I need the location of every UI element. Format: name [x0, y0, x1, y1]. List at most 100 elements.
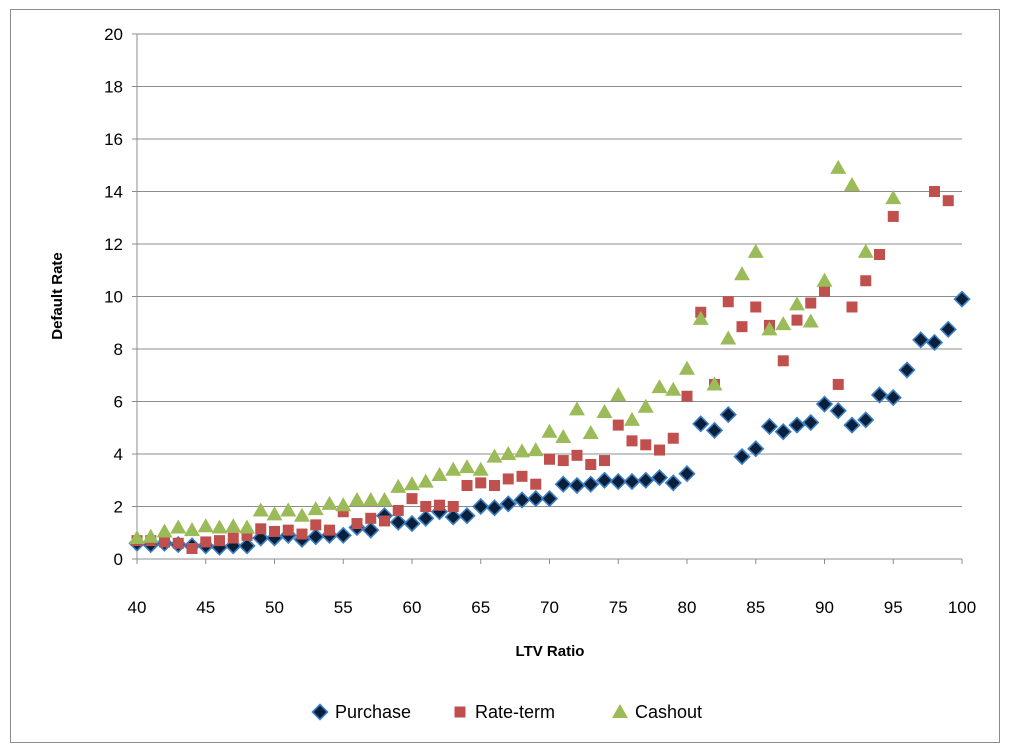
rate-term-point — [269, 525, 280, 537]
cashout-point — [651, 379, 668, 394]
purchase-point — [307, 528, 325, 546]
purchase-point — [527, 489, 545, 508]
x-tick-label: 70 — [540, 598, 559, 617]
purchase-point — [664, 474, 682, 492]
rate-term-point — [640, 439, 652, 451]
cashout-point — [692, 310, 709, 325]
purchase-point — [417, 509, 435, 527]
purchase-point — [843, 416, 861, 434]
cashout-point — [582, 425, 599, 439]
rate-term-point — [324, 524, 335, 536]
y-tick-label: 10 — [104, 288, 123, 307]
cashout-point — [775, 316, 792, 331]
x-tick-label: 50 — [265, 598, 284, 617]
rate-term-point — [791, 314, 803, 326]
purchase-legend-marker — [311, 703, 329, 721]
cashout-point — [239, 519, 255, 534]
y-tick-label: 0 — [114, 550, 123, 569]
rate-term-point — [832, 378, 844, 390]
cashout-point — [527, 442, 544, 457]
cashout-point — [541, 423, 558, 438]
rate-term-point — [557, 455, 569, 467]
cashout-point — [142, 528, 159, 543]
y-tick-label: 6 — [114, 393, 123, 412]
cashout-point — [431, 467, 448, 481]
rate-term-point — [351, 518, 363, 530]
purchase-point — [788, 416, 806, 434]
purchase-point — [623, 472, 641, 491]
rate-term-point — [667, 432, 679, 444]
cashout-point — [802, 313, 819, 328]
y-tick-label: 8 — [114, 340, 123, 359]
rate-term-point — [200, 536, 212, 548]
purchase-point — [747, 440, 765, 458]
rate-term-point — [241, 529, 253, 541]
x-tick-label: 40 — [128, 598, 147, 617]
cashout-point — [197, 518, 214, 533]
legend-label: Purchase — [335, 702, 411, 722]
purchase-point — [403, 514, 421, 533]
rate-term-point — [379, 515, 390, 527]
series-cashout — [129, 159, 902, 544]
rate-term-point — [942, 195, 954, 207]
purchase-point — [898, 361, 916, 379]
data-points — [128, 159, 971, 556]
purchase-point — [554, 475, 572, 493]
purchase-point — [582, 475, 600, 493]
purchase-point — [760, 417, 779, 436]
rate-term-point — [282, 524, 294, 536]
x-tick-labels: 40 45 50 55 60 65 70 75 80 85 90 95 100 — [128, 598, 977, 617]
x-tick-label: 45 — [196, 598, 215, 617]
y-tick-label: 2 — [114, 498, 123, 517]
rate-term-point — [654, 444, 665, 456]
cashout-point — [184, 522, 200, 537]
cashout-point — [679, 360, 695, 375]
rate-term-point — [571, 449, 583, 461]
cashout-point — [376, 491, 393, 506]
legend-item-rate-term: Rate-term — [454, 702, 555, 722]
y-tick-label: 4 — [114, 445, 123, 464]
purchase-point — [719, 405, 737, 424]
rate-term-point — [681, 390, 693, 402]
rate-term-point — [186, 543, 198, 554]
purchase-point — [444, 508, 462, 526]
cashout-point — [170, 519, 187, 534]
y-tick-labels: 0 2 4 6 8 10 12 14 16 18 20 — [104, 25, 123, 569]
x-tick-label: 85 — [746, 598, 765, 617]
purchase-point — [540, 489, 559, 508]
rate-term-point — [929, 186, 940, 197]
purchase-point — [925, 333, 944, 352]
cashout-point — [349, 491, 365, 506]
purchase-point — [733, 447, 751, 466]
purchase-point — [472, 497, 490, 516]
cashout-point — [637, 398, 654, 413]
purchase-point — [568, 476, 586, 495]
purchase-point — [857, 411, 875, 429]
purchase-point — [939, 320, 957, 338]
rate-term-point — [860, 275, 872, 287]
x-tick-label: 60 — [403, 598, 422, 617]
purchase-point — [829, 402, 847, 420]
legend-label: Cashout — [635, 702, 702, 722]
chart-frame — [10, 9, 1000, 743]
rate-term-point — [255, 523, 267, 535]
cashout-point — [129, 530, 145, 544]
cashout-point — [610, 386, 627, 401]
y-axis-label: Default Rate — [49, 252, 66, 340]
purchase-point — [637, 471, 655, 489]
cashout-point — [624, 411, 640, 426]
y-tick-label: 12 — [104, 235, 123, 254]
axes — [132, 33, 963, 564]
purchase-point — [774, 423, 792, 441]
cashout-point — [885, 190, 902, 205]
purchase-point — [678, 465, 696, 483]
y-tick-label: 18 — [104, 78, 123, 97]
rate-term-point — [585, 459, 597, 470]
rate-term-point — [544, 453, 555, 465]
cashout-point — [362, 491, 379, 506]
x-tick-label: 80 — [678, 598, 697, 617]
rate-term-point — [736, 321, 748, 333]
cashout-point — [555, 428, 572, 443]
cashout-point — [761, 321, 778, 336]
rate-term-point — [365, 512, 377, 524]
